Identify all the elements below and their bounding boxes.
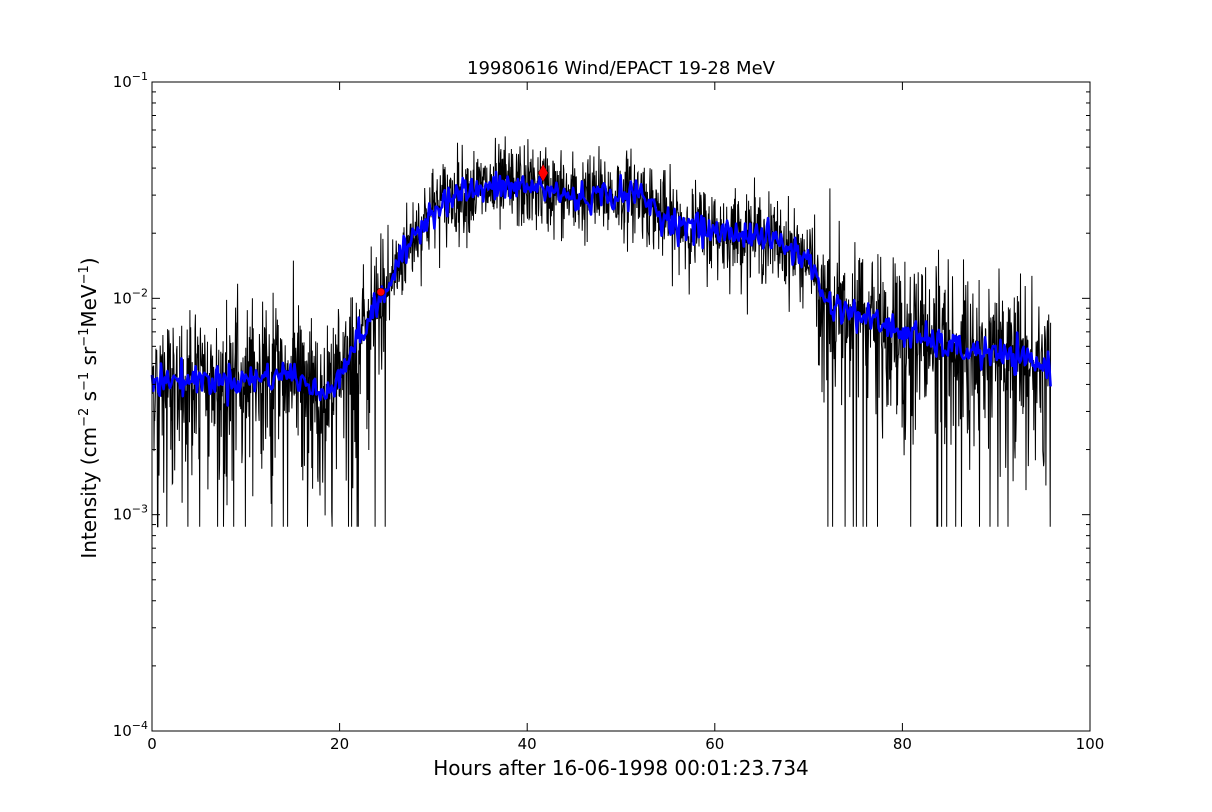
x-tick-label: 60 — [705, 735, 724, 753]
y-tick-label: 10−2 — [113, 286, 148, 307]
y-tick-label: 10−1 — [113, 70, 148, 91]
x-tick-label: 100 — [1076, 735, 1105, 753]
x-tick-label: 40 — [518, 735, 537, 753]
plot-frame — [151, 81, 1091, 732]
x-tick-label: 20 — [330, 735, 349, 753]
x-tick-label: 0 — [147, 735, 157, 753]
chart-title: 19980616 Wind/EPACT 19-28 MeV — [467, 58, 776, 79]
plot-area — [150, 136, 1052, 528]
y-tick-label: 10−4 — [113, 719, 148, 740]
peak-marker — [537, 163, 549, 183]
x-tick-label: 80 — [893, 735, 912, 753]
x-axis-label: Hours after 16-06-1998 00:01:23.734 — [433, 756, 809, 780]
smoothed-intensity-series — [150, 170, 1052, 407]
y-tick-label: 10−3 — [113, 503, 148, 524]
y-axis-label: Intensity (cm−2 s−1 sr−1MeV−1) — [77, 257, 101, 558]
onset-marker — [376, 287, 386, 297]
